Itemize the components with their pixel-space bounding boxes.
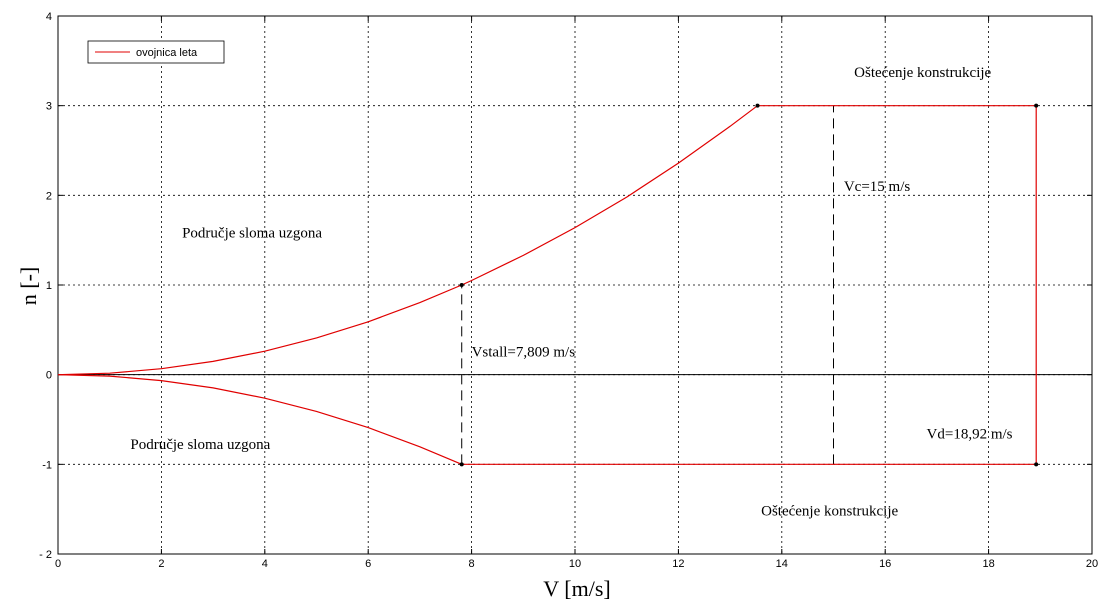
x-tick-label: 8 — [469, 558, 475, 570]
envelope-line-segment — [57, 105, 758, 376]
x-tick-label: 12 — [672, 558, 684, 570]
x-tick-label: 6 — [365, 558, 371, 570]
y-tick-label: 4 — [46, 11, 52, 23]
x-tick-label: 14 — [776, 558, 788, 570]
envelope-corner-point — [755, 103, 760, 108]
x-tick-label: 10 — [569, 558, 581, 570]
envelope-line-segment — [57, 374, 462, 465]
chart-annotation: Vstall=7,809 m/s — [472, 345, 576, 361]
y-tick-label: - 2 — [39, 549, 52, 561]
chart-annotation: Vd=18,92 m/s — [927, 426, 1013, 442]
reference-lines — [461, 105, 834, 465]
y-tick-label: 2 — [46, 190, 52, 202]
y-axis-label: n [-] — [16, 267, 41, 305]
annotations-layer: Oštećenje konstrukcije Vc=15 m/s Područje … — [130, 65, 1012, 519]
chart-annotation: Vc=15 m/s — [844, 179, 911, 195]
series-layer — [57, 105, 1037, 465]
x-axis-label: V [m/s] — [543, 576, 610, 601]
envelope-corner-point — [459, 283, 464, 287]
envelope-corner-point — [1034, 462, 1039, 467]
legend: ovojnica leta — [87, 40, 225, 64]
x-tick-label: 16 — [879, 558, 891, 570]
x-tick-label: 4 — [262, 558, 268, 570]
x-tick-label: 0 — [55, 558, 61, 570]
chart-annotation: Područje sloma uzgona — [182, 225, 322, 241]
chart-annotation: Oštećenje konstrukcije — [761, 503, 898, 519]
chart-annotation: Oštećenje konstrukcije — [854, 65, 991, 81]
envelope-corner-point — [1034, 103, 1039, 108]
x-tick-label: 18 — [982, 558, 994, 570]
x-tick-label: 2 — [158, 558, 164, 570]
markers-layer — [459, 103, 1039, 467]
x-tick-label: 20 — [1086, 558, 1098, 570]
chart-annotation: Područje sloma uzgona — [130, 437, 270, 453]
y-tick-label: 0 — [46, 370, 52, 382]
y-tick-label: 3 — [46, 101, 52, 113]
y-tick-label: 1 — [46, 280, 52, 292]
y-tick-label: -1 — [42, 459, 52, 471]
legend-entry: ovojnica leta — [136, 47, 198, 59]
envelope-corner-point — [459, 462, 464, 467]
grid-lines — [58, 16, 1092, 554]
legend-box — [87, 40, 225, 64]
